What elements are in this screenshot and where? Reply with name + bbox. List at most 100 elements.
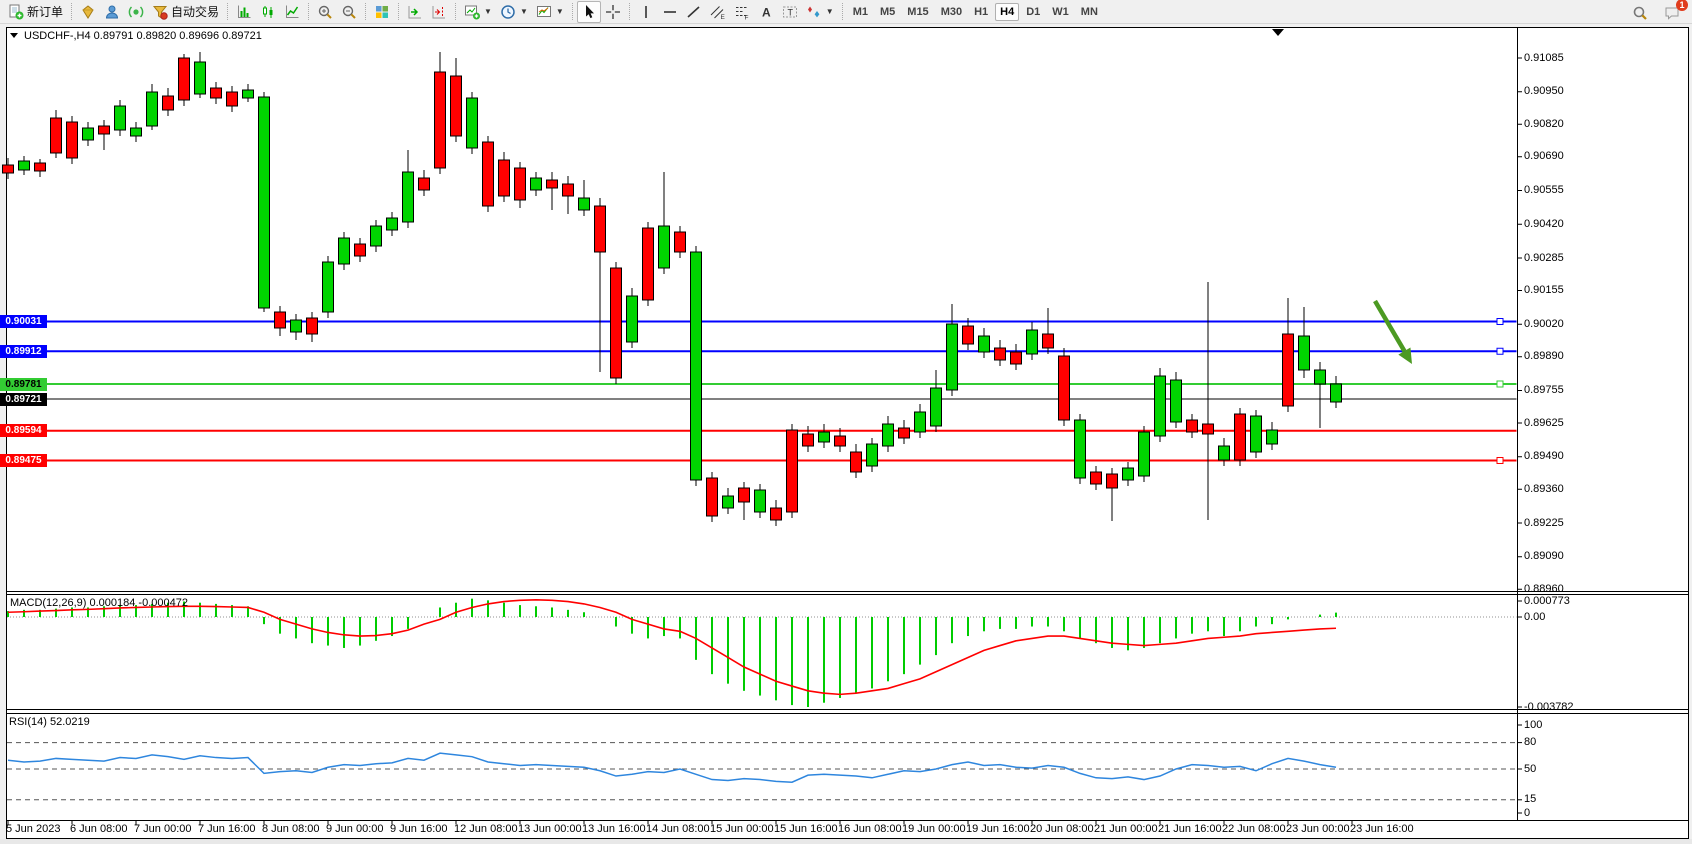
zoom-in-icon bbox=[317, 4, 333, 20]
zoom-out-icon bbox=[341, 4, 357, 20]
new-chart-dropdown[interactable]: ▼ bbox=[460, 1, 496, 23]
main-toolbar: 新订单 自动交易 ▼ ▼ ▼ E F A T ▼ M1 M5 M15 M30 H1 H4 D… bbox=[0, 0, 1692, 24]
trendline-tool[interactable] bbox=[682, 1, 706, 23]
search-icon bbox=[1632, 5, 1648, 21]
search-button[interactable] bbox=[1628, 2, 1652, 24]
toolbar-separator bbox=[571, 3, 573, 20]
line-chart-button[interactable] bbox=[280, 1, 304, 23]
svg-text:F: F bbox=[744, 14, 748, 20]
chat-button[interactable]: 1 bbox=[1660, 0, 1688, 24]
rsi-panel bbox=[7, 742, 1517, 801]
toolbar-separator bbox=[71, 3, 73, 20]
trendline-icon bbox=[686, 4, 702, 20]
new-order-button[interactable]: 新订单 bbox=[4, 1, 67, 23]
text-icon: A bbox=[758, 4, 774, 20]
chevron-down-icon: ▼ bbox=[825, 7, 834, 16]
drawn-arrow-annotation[interactable] bbox=[1373, 299, 1407, 353]
fibonacci-icon: F bbox=[734, 4, 750, 20]
text-label-tool[interactable]: T bbox=[778, 1, 802, 23]
candle-chart-button[interactable] bbox=[256, 1, 280, 23]
equidistant-channel-icon: E bbox=[710, 4, 726, 20]
chart-shift-icon bbox=[431, 4, 447, 20]
cursor-icon bbox=[581, 4, 597, 20]
toolbar-separator bbox=[841, 3, 843, 20]
signals-button[interactable] bbox=[124, 1, 148, 23]
rsi-line bbox=[7, 752, 1337, 783]
chart-shift-button[interactable] bbox=[427, 1, 451, 23]
bottom-strip bbox=[0, 839, 1692, 844]
horizontal-line-icon bbox=[662, 4, 678, 20]
chart-shift-marker-icon[interactable] bbox=[1272, 29, 1284, 36]
timeframe-button-h4[interactable]: H4 bbox=[995, 2, 1020, 21]
period-dropdown[interactable]: ▼ bbox=[496, 1, 532, 23]
zoom-out-button[interactable] bbox=[337, 1, 361, 23]
community-button[interactable] bbox=[100, 1, 124, 23]
new-chart-icon bbox=[464, 4, 481, 20]
toolbar-right: 1 bbox=[1628, 0, 1688, 24]
timeframe-button-h1[interactable]: H1 bbox=[974, 5, 989, 18]
chevron-down-icon: ▼ bbox=[555, 7, 564, 16]
chart-window bbox=[6, 27, 1689, 839]
auto-scroll-icon bbox=[407, 4, 423, 20]
line-chart-icon bbox=[284, 4, 300, 20]
timeframe-button-m1[interactable]: M1 bbox=[852, 5, 868, 18]
market-button[interactable] bbox=[76, 1, 100, 23]
crosshair-icon bbox=[605, 4, 621, 20]
hline-handle[interactable] bbox=[1496, 457, 1504, 464]
arrow-head-icon bbox=[1398, 347, 1412, 364]
autotrading-button[interactable]: 自动交易 bbox=[148, 1, 223, 23]
template-icon bbox=[536, 4, 552, 20]
svg-text:A: A bbox=[762, 5, 771, 19]
chevron-down-icon: ▼ bbox=[484, 7, 492, 16]
candlestick-series bbox=[2, 52, 1342, 526]
timeframe-button-m15[interactable]: M15 bbox=[907, 5, 929, 18]
zoom-in-button[interactable] bbox=[313, 1, 337, 23]
arrows-dropdown[interactable]: ▼ bbox=[802, 1, 838, 23]
arrows-icon bbox=[806, 4, 822, 20]
toolbar-separator bbox=[227, 3, 229, 20]
hline-handle[interactable] bbox=[1496, 380, 1504, 388]
toolbar-separator bbox=[308, 3, 310, 20]
notification-badge: 1 bbox=[1676, 0, 1688, 11]
toolbar-separator bbox=[365, 3, 367, 20]
tile-windows-button[interactable] bbox=[370, 1, 394, 23]
svg-text:T: T bbox=[787, 7, 793, 17]
timeframe-button-w1[interactable]: W1 bbox=[1052, 5, 1069, 18]
market-icon bbox=[80, 4, 96, 20]
horizontal-line-tool[interactable] bbox=[658, 1, 682, 23]
fibonacci-tool[interactable]: F bbox=[730, 1, 754, 23]
autotrading-icon bbox=[152, 4, 168, 20]
text-label-icon: T bbox=[782, 4, 798, 20]
cursor-tool-button[interactable] bbox=[576, 0, 601, 23]
text-tool[interactable]: A bbox=[754, 1, 778, 23]
new-order-label: 新订单 bbox=[27, 5, 64, 19]
candle-chart-icon bbox=[260, 4, 276, 20]
timeframe-button-mn[interactable]: MN bbox=[1080, 5, 1098, 18]
vertical-line-tool[interactable] bbox=[634, 1, 658, 23]
channel-tool[interactable]: E bbox=[706, 1, 730, 23]
timeframe-button-d1[interactable]: D1 bbox=[1026, 5, 1041, 18]
crosshair-tool-button[interactable] bbox=[601, 1, 625, 23]
toolbar-separator bbox=[455, 3, 457, 20]
tile-windows-icon bbox=[374, 4, 390, 20]
bar-chart-button[interactable] bbox=[232, 1, 256, 23]
chevron-down-icon: ▼ bbox=[519, 7, 528, 16]
template-dropdown[interactable]: ▼ bbox=[532, 1, 568, 23]
timeframe-button-m30[interactable]: M30 bbox=[940, 5, 963, 18]
bar-chart-icon bbox=[236, 4, 252, 20]
clock-icon bbox=[500, 4, 516, 20]
timeframe-toolbar: M1 M5 M15 M30 H1 H4 D1 W1 MN bbox=[847, 2, 1104, 21]
autotrading-label: 自动交易 bbox=[171, 5, 220, 19]
signal-icon bbox=[128, 4, 144, 20]
new-order-icon bbox=[8, 4, 24, 20]
hline-handle[interactable] bbox=[1496, 318, 1504, 325]
timeframe-button-m5[interactable]: M5 bbox=[880, 5, 896, 18]
hline-handle[interactable] bbox=[1496, 347, 1504, 355]
macd-panel bbox=[7, 598, 1517, 707]
profile-icon bbox=[104, 4, 120, 20]
toolbar-separator bbox=[628, 3, 630, 20]
price-panel bbox=[7, 318, 1517, 464]
auto-scroll-button[interactable] bbox=[403, 1, 427, 23]
